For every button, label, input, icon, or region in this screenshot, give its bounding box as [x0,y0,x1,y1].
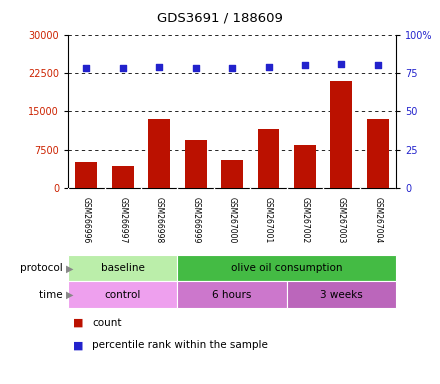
Text: GSM267001: GSM267001 [264,197,273,243]
Text: time: time [39,290,66,300]
Text: GSM266998: GSM266998 [155,197,164,243]
Point [192,65,199,71]
Text: GSM267003: GSM267003 [337,197,346,243]
Bar [177,281,287,308]
Bar [221,160,243,188]
Text: GSM267002: GSM267002 [301,197,309,243]
Point [374,62,381,68]
Bar [367,119,389,188]
Bar [294,145,316,188]
Text: 6 hours: 6 hours [213,290,252,300]
Point [156,64,163,70]
Bar [68,281,177,308]
Bar [148,119,170,188]
Text: GSM267004: GSM267004 [373,197,382,243]
Point [119,65,126,71]
Bar [287,281,396,308]
Text: 3 weeks: 3 weeks [320,290,363,300]
Text: percentile rank within the sample: percentile rank within the sample [92,340,268,350]
Bar [68,255,177,281]
Point [229,65,236,71]
Point [265,64,272,70]
Bar [76,162,97,188]
Text: control: control [105,290,141,300]
Bar [330,81,352,188]
Text: GDS3691 / 188609: GDS3691 / 188609 [157,12,283,25]
Text: GSM266997: GSM266997 [118,197,127,243]
Text: ▶: ▶ [66,263,73,273]
Bar [257,129,279,188]
Text: ■: ■ [73,340,83,350]
Bar [185,139,207,188]
Point [301,62,308,68]
Text: ▶: ▶ [66,290,73,300]
Text: protocol: protocol [20,263,66,273]
Point [338,61,345,67]
Text: count: count [92,318,122,328]
Text: olive oil consumption: olive oil consumption [231,263,342,273]
Text: baseline: baseline [101,263,145,273]
Bar [177,255,396,281]
Text: ■: ■ [73,318,83,328]
Bar [112,166,134,188]
Text: GSM267000: GSM267000 [227,197,237,243]
Text: GSM266999: GSM266999 [191,197,200,243]
Point [83,65,90,71]
Text: GSM266996: GSM266996 [82,197,91,243]
